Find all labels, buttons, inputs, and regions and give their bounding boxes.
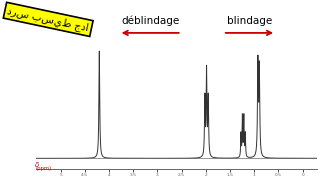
Text: (ppm): (ppm)	[36, 166, 52, 171]
Text: درس بسيط جدا: درس بسيط جدا	[6, 5, 90, 33]
Text: δ: δ	[36, 162, 40, 168]
Text: déblindage: déblindage	[121, 16, 179, 26]
Text: blindage: blindage	[227, 17, 272, 26]
